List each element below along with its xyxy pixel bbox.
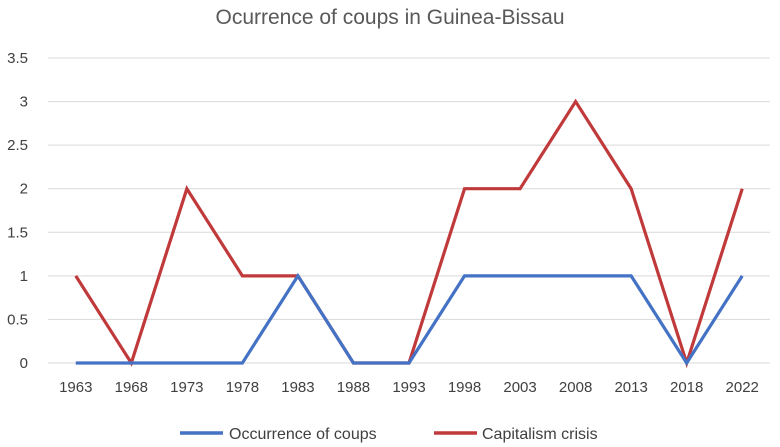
x-tick-label: 1973 [170,379,203,396]
x-tick-label: 2008 [559,379,592,396]
series-lines [74,98,744,369]
x-tick-label: 2018 [670,379,703,396]
gridlines [48,57,770,364]
x-tick-label: 1983 [281,379,314,396]
y-tick-label: 1 [20,268,28,285]
y-tick-label: 3 [20,94,28,111]
x-tick-label: 1993 [392,379,425,396]
y-tick-label: 1.5 [7,224,28,241]
x-tick-label: 2003 [503,379,536,396]
y-tick-label: 0 [20,355,28,372]
x-tick-label: 1963 [59,379,92,396]
x-tick-label: 1988 [337,379,370,396]
x-axis-ticks: 1963 1968 1973 1978 1983 1988 1993 1998 2003 2008… [59,379,759,396]
x-tick-label: 1968 [115,379,148,396]
x-tick-label: 1998 [448,379,481,396]
y-tick-label: 0.5 [7,311,28,328]
legend-label: Occurrence of coups [229,426,377,443]
legend: Occurrence of coups Capitalism crisis [180,426,598,443]
y-tick-label: 2 [20,181,28,198]
chart-title: Ocurrence of coups in Guinea-Bissau [215,6,564,29]
x-tick-label: 1978 [226,379,259,396]
series-line-0 [75,272,744,366]
y-axis-ticks: 0 0.5 1 1.5 2 2.5 3 3.5 [7,50,28,372]
x-tick-label: 2013 [614,379,647,396]
y-tick-label: 3.5 [7,50,28,67]
x-tick-label: 2022 [726,379,759,396]
legend-label: Capitalism crisis [482,426,598,443]
y-tick-label: 2.5 [7,137,28,154]
